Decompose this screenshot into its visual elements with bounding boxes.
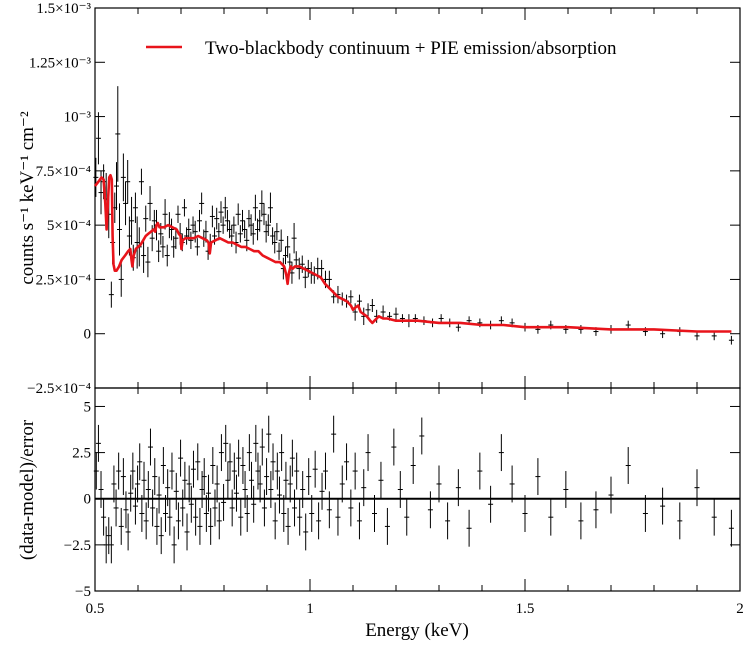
residual-y-tick-label: 5 (84, 399, 92, 415)
spectrum-y-tick-label: 0 (84, 327, 92, 343)
spectrum-y-tick-label: 1.25×10⁻³ (29, 55, 92, 71)
residual-y-tick-label: 2.5 (72, 446, 91, 462)
spectrum-data-points (93, 86, 734, 345)
spectrum-ticks: −2.5×10⁻⁴ 0 2.5×10⁻⁴ 5×10⁻⁴ 7.5×10⁻⁴ 10⁻³ 1.25… (27, 1, 740, 397)
residual-data-points (93, 415, 734, 564)
legend-label: Two-blackbody continuum + PIE emission/a… (205, 38, 617, 59)
legend: Two-blackbody continuum + PIE emission/a… (146, 38, 617, 59)
x-tick-label: 1.5 (516, 601, 535, 617)
x-tick-label: 1 (306, 601, 314, 617)
residual-ticks: −5 −2.5 0 2.5 5 0.5 1 1.5 2 (64, 8, 744, 617)
x-axis-label: Energy (keV) (365, 620, 469, 641)
residual-panel-frame (94, 387, 741, 592)
model-curve (93, 173, 732, 333)
spectrum-y-tick-label: 10⁻³ (64, 110, 92, 126)
spectrum-panel-frame (94, 7, 741, 389)
spectrum-y-tick-label: 7.5×10⁻⁴ (36, 164, 91, 180)
spectrum-y-axis-label: counts s⁻¹ keV⁻¹ cm⁻² (17, 111, 38, 285)
residual-y-tick-label: −5 (75, 584, 91, 600)
spectrum-y-tick-label: −2.5×10⁻⁴ (27, 381, 91, 397)
spectrum-y-tick-label: 2.5×10⁻⁴ (36, 272, 91, 288)
residual-y-tick-label: −2.5 (64, 538, 91, 554)
spectrum-y-tick-label: 1.5×10⁻³ (36, 1, 91, 17)
x-tick-label: 2 (736, 601, 744, 617)
residual-y-tick-label: 0 (84, 492, 92, 508)
spectrum-y-tick-label: 5×10⁻⁴ (47, 218, 91, 234)
residual-y-axis-label: (data-model)/error (17, 419, 38, 560)
x-tick-label: 0.5 (86, 601, 105, 617)
